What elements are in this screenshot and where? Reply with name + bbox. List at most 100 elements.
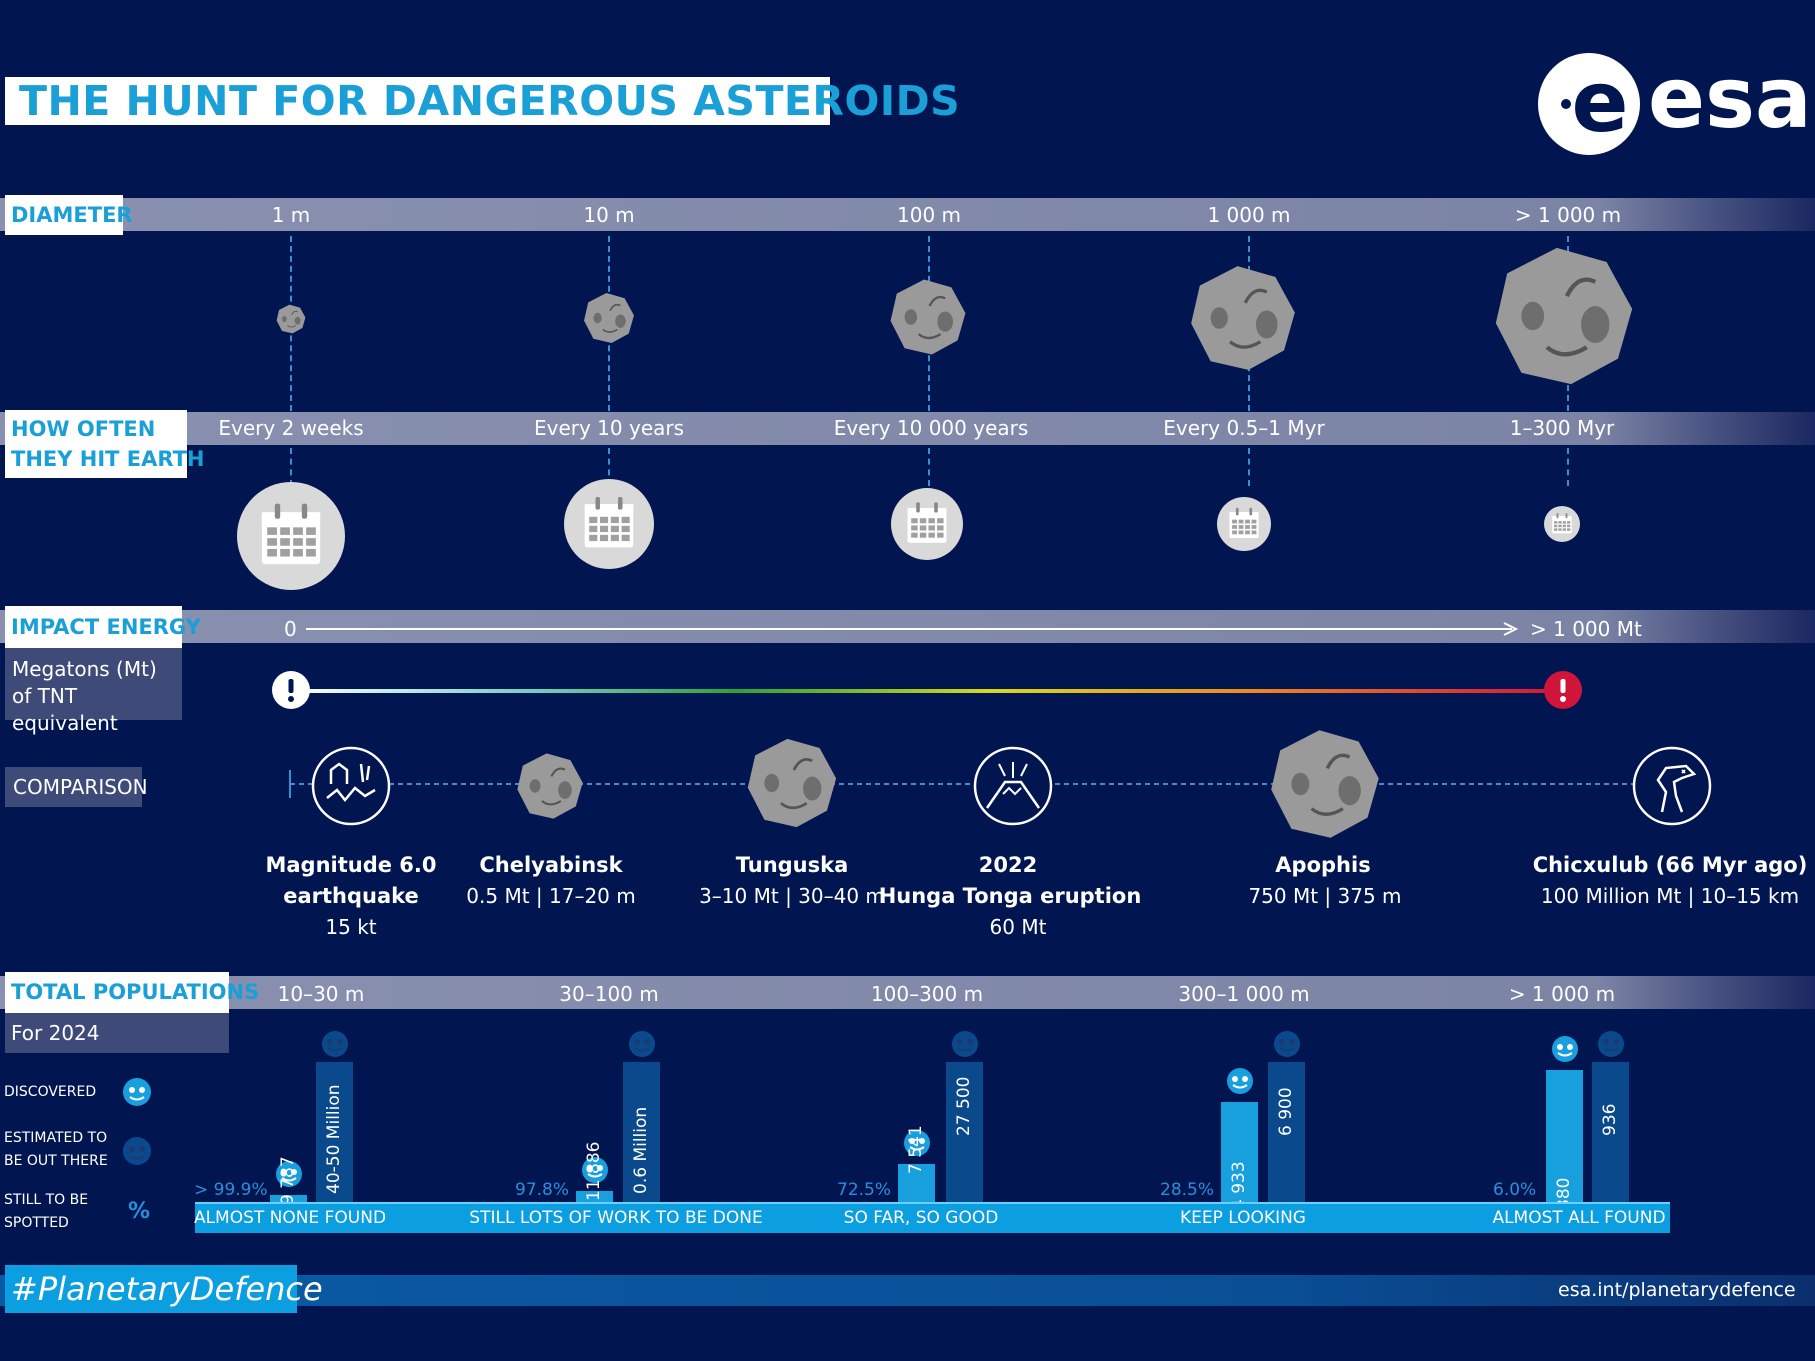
- estimated-value: 40-50 Million: [323, 1084, 344, 1194]
- svg-text:e: e: [1572, 53, 1629, 151]
- asteroid-face-icon: [275, 1161, 302, 1187]
- estimated-bar: [316, 1062, 353, 1202]
- still-to-spot-percent: 97.8%: [515, 1180, 570, 1200]
- comparison-detail: 100 Million Mt | 10–15 km: [1540, 884, 1800, 908]
- exclamation-icon: [272, 671, 310, 709]
- footer-link[interactable]: esa.int/planetarydefence: [1558, 1279, 1796, 1301]
- status-label: ALMOST NONE FOUND: [193, 1208, 387, 1228]
- asteroid-face-icon: [1273, 1031, 1300, 1057]
- discovered-bar: [1546, 1070, 1583, 1202]
- volcano-icon: [973, 746, 1053, 826]
- comparison-name: Magnitude 6.0: [265, 853, 437, 877]
- still-to-spot-percent: > 99.9%: [194, 1180, 268, 1200]
- legend-estimated-line2: BE OUT THERE: [4, 1153, 108, 1169]
- comparison-detail: 15 kt: [325, 915, 377, 939]
- comparison-name: 2022: [978, 853, 1038, 877]
- estimated-bar: [946, 1062, 983, 1202]
- hashtag: #PlanetaryDefence: [11, 1270, 323, 1308]
- estimated-bar: [1268, 1062, 1305, 1202]
- populations-band: [0, 976, 1815, 1009]
- frequency-value: 1–300 Myr: [1509, 416, 1615, 440]
- impact-unit-line1: Megatons (Mt): [12, 657, 157, 681]
- comparison-detail: 60 Mt: [989, 915, 1047, 939]
- still-to-spot-percent: 6.0%: [1493, 1180, 1537, 1200]
- comparison-name: Tunguska: [735, 853, 849, 877]
- population-range: > 1 000 m: [1508, 982, 1616, 1006]
- estimated-value: 0.6 Million: [630, 1106, 651, 1194]
- comparison-name: Chicxulub (66 Myr ago): [1532, 853, 1808, 877]
- comparison-row: [289, 730, 1712, 840]
- frequency-band: [0, 412, 1815, 445]
- frequency-tag-line2: THEY HIT EARTH: [11, 447, 205, 471]
- estimated-bar: [1592, 1062, 1629, 1202]
- still-to-spot-percent: 28.5%: [1160, 1180, 1215, 1200]
- discovered-bar: [270, 1195, 307, 1202]
- discovered-value: 7 541: [905, 1125, 926, 1174]
- status-label: STILL LOTS OF WORK TO BE DONE: [469, 1208, 763, 1228]
- asteroid-face-icon: [581, 1157, 608, 1183]
- earthquake-icon: [311, 746, 391, 826]
- frequency-value: Every 2 weeks: [218, 416, 364, 440]
- estimated-bar: [623, 1062, 660, 1202]
- comparison-tag: COMPARISON: [5, 767, 148, 807]
- population-range: 10–30 m: [277, 982, 365, 1006]
- populations-tag: TOTAL POPULATIONS: [5, 972, 259, 1013]
- diameter-value: 1 000 m: [1207, 203, 1291, 227]
- discovered-value: 11 886: [583, 1141, 604, 1201]
- diameter-value: 100 m: [896, 203, 962, 227]
- diameter-value: > 1 000 m: [1514, 203, 1622, 227]
- esa-logo-text: esa: [1648, 49, 1812, 147]
- status-label: KEEP LOOKING: [1180, 1208, 1306, 1228]
- still-to-spot-percent: 72.5%: [837, 1180, 892, 1200]
- comparison-name: Hunga Tonga eruption: [878, 884, 1142, 908]
- arrow-right-icon: [1503, 622, 1519, 636]
- frequency-value: Every 10 years: [533, 416, 685, 440]
- frequency-value: Every 0.5–1 Myr: [1163, 416, 1325, 440]
- dinosaur-icon: [1632, 746, 1712, 826]
- energy-gradient-bar: [291, 689, 1563, 693]
- asteroid-face-icon: [951, 1031, 978, 1057]
- impact-tag: IMPACT ENERGY: [5, 606, 201, 648]
- estimated-value: 936: [1599, 1103, 1620, 1136]
- asteroid-face-icon: [321, 1031, 348, 1057]
- population-range: 100–300 m: [870, 982, 984, 1006]
- column-guide: [1567, 448, 1569, 486]
- comparison-name: Apophis: [1275, 853, 1371, 877]
- esa-logo: e esa: [1538, 49, 1815, 155]
- comparison-detail: 0.5 Mt | 17–20 m: [466, 884, 636, 908]
- impact-scale: [272, 622, 1582, 709]
- impact-unit-box: Megatons (Mt) of TNT equivalent: [5, 648, 182, 735]
- status-label: SO FAR, SO GOOD: [843, 1208, 999, 1228]
- legend-spotted-line2: SPOTTED: [4, 1215, 69, 1231]
- frequency-value: Every 10 000 years: [833, 416, 1029, 440]
- danger-exclamation-icon: [1544, 671, 1582, 709]
- estimated-value: 27 500: [953, 1076, 974, 1136]
- asteroid-face-icon: [628, 1031, 655, 1057]
- asteroid-face-icon: [903, 1130, 930, 1156]
- diameter-tag: DIAMETER: [5, 195, 133, 235]
- comparison-name: Chelyabinsk: [479, 853, 623, 877]
- impact-end-label: > 1 000 Mt: [1530, 617, 1642, 641]
- asteroid-face-icon: [1551, 1036, 1578, 1062]
- status-label: ALMOST ALL FOUND: [1492, 1208, 1666, 1228]
- asteroid-face-icon: [1597, 1031, 1624, 1057]
- column-guide: [928, 448, 930, 486]
- asteroid-face-icon: [1226, 1068, 1253, 1094]
- title-box: THE HUNT FOR DANGEROUS ASTEROIDS: [5, 77, 961, 125]
- diameter-value: 10 m: [583, 203, 635, 227]
- column-guide: [290, 448, 292, 486]
- impact-unit-line2: of TNT equivalent: [12, 684, 118, 735]
- estimated-asteroid-icon: [123, 1137, 151, 1165]
- footer-band: [0, 1275, 1815, 1306]
- column-guide: [1248, 448, 1250, 486]
- page-title: THE HUNT FOR DANGEROUS ASTEROIDS: [19, 77, 961, 125]
- discovered-bar: [1221, 1102, 1258, 1202]
- legend-percent: %: [128, 1199, 151, 1224]
- status-strip: [195, 1202, 1670, 1233]
- impact-start-label: 0: [284, 617, 297, 641]
- population-range: 30–100 m: [559, 982, 659, 1006]
- discovered-asteroid-icon: [123, 1078, 151, 1106]
- diameter-value: 1 m: [271, 203, 311, 227]
- column-guide: [608, 448, 610, 486]
